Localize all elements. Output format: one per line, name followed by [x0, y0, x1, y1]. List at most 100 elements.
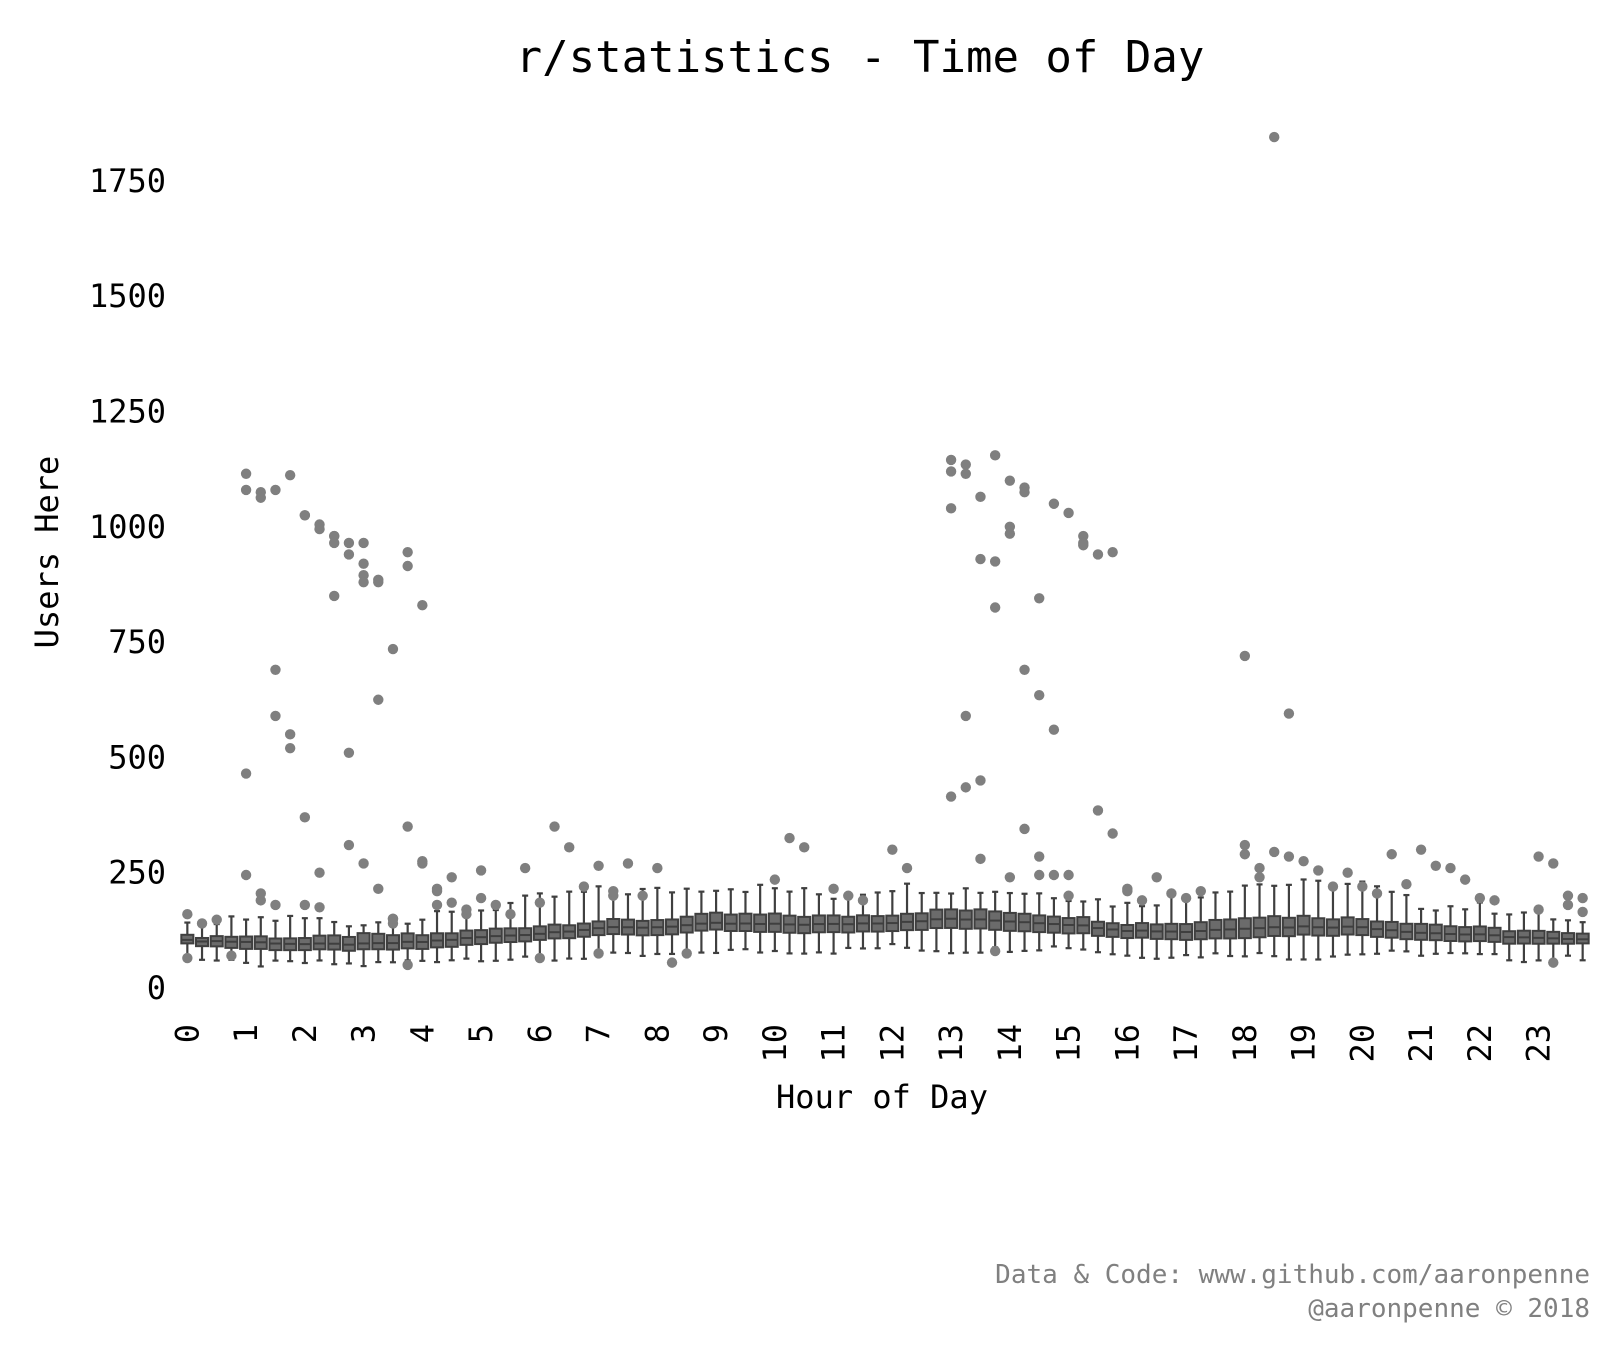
box-mark [1017, 892, 1032, 952]
box-mark [1120, 901, 1135, 957]
box-mark [1002, 891, 1017, 954]
outlier-point [1459, 874, 1471, 885]
outlier-point [182, 952, 193, 964]
y-tick-label: 250 [108, 854, 166, 892]
box-mark [195, 921, 210, 961]
outlier-point [1063, 869, 1074, 881]
box-mark [988, 890, 1003, 949]
outlier-point [1401, 879, 1412, 890]
outlier-point [1019, 487, 1030, 498]
box-mark [371, 921, 386, 964]
y-tick-label: 1000 [89, 508, 166, 546]
box-mark [782, 890, 797, 955]
outlier-point [1254, 862, 1265, 874]
box-body [356, 932, 371, 951]
outlier-point [666, 957, 678, 968]
outlier-point [549, 821, 560, 832]
outlier-point [637, 890, 648, 901]
outlier-point [1180, 892, 1192, 904]
outlier-point [1577, 892, 1588, 904]
box-mark [430, 910, 445, 964]
outlier-point [475, 892, 487, 904]
outlier-point [960, 782, 971, 793]
outlier-point [681, 948, 692, 959]
box-mark [547, 895, 562, 962]
box-mark [1208, 891, 1223, 955]
box-mark [1090, 898, 1105, 954]
outlier-point [299, 812, 311, 823]
box-mark [694, 890, 709, 954]
outlier-point [887, 844, 898, 855]
outlier-point [446, 897, 457, 908]
outlier-point [431, 885, 443, 897]
box-body [767, 912, 782, 933]
outlier-point [475, 865, 487, 876]
x-tick-label: 18 [1226, 1024, 1264, 1063]
x-tick-label: 5 [462, 1024, 500, 1043]
outlier-point [373, 576, 384, 588]
box-mark [1179, 895, 1194, 957]
outlier-point [1283, 851, 1295, 862]
outlier-point [1019, 664, 1030, 675]
box-body [694, 912, 709, 932]
outlier-point [1004, 475, 1016, 486]
outlier-point [373, 694, 384, 705]
box-mark [811, 893, 826, 954]
box-mark [1223, 890, 1238, 958]
outlier-point [1239, 650, 1251, 662]
outlier-point [1386, 849, 1397, 860]
box-mark [283, 914, 298, 963]
outlier-point [1357, 881, 1368, 892]
x-tick-label: 14 [991, 1024, 1029, 1063]
outlier-point [843, 890, 854, 901]
outlier-point [989, 602, 1001, 613]
outlier-point [1533, 851, 1544, 862]
outlier-point [358, 576, 369, 588]
box-mark [1267, 884, 1282, 958]
outlier-point [402, 821, 413, 832]
outlier-point [901, 862, 913, 874]
outlier-point [975, 491, 986, 503]
outlier-point [578, 881, 590, 892]
box-mark [268, 919, 283, 962]
outlier-point [196, 918, 208, 929]
x-tick-label: 15 [1050, 1024, 1088, 1063]
outlier-point [1195, 885, 1206, 897]
box-mark [1472, 901, 1487, 956]
box-mark [1414, 907, 1429, 957]
box-mark [1428, 909, 1443, 955]
outlier-point [1107, 828, 1118, 839]
box-mark [253, 916, 268, 968]
outlier-point [1562, 890, 1574, 901]
outlier-point [505, 909, 516, 920]
box-mark [1281, 883, 1296, 961]
outlier-point [1166, 888, 1177, 899]
y-tick-label: 1750 [89, 162, 166, 200]
box-mark [1355, 880, 1370, 956]
box-mark [209, 922, 224, 962]
outlier-point [1092, 805, 1104, 816]
outlier-point [1430, 860, 1441, 871]
outlier-point [519, 862, 531, 874]
outlier-point [1327, 881, 1339, 892]
outlier-point [799, 842, 810, 853]
x-axis-ticks: 0 1 2 3 4 5 6 7 8 9 10 11 12 13 14 15 16 17 18 19 20 21 22 23 [168, 1024, 1557, 1063]
outlier-point [431, 899, 443, 911]
outlier-point [1239, 849, 1251, 860]
box-mark [855, 893, 870, 950]
outlier-point [314, 867, 325, 878]
box-mark [1076, 900, 1091, 951]
outlier-point [211, 914, 222, 925]
box-body [1267, 915, 1282, 937]
outlier-point [358, 558, 369, 569]
outlier-point [534, 897, 546, 908]
x-tick-label: 6 [521, 1024, 559, 1043]
outlier-point [652, 862, 663, 874]
box-mark [1061, 899, 1076, 950]
box-mark [841, 894, 856, 950]
outlier-point [226, 950, 237, 961]
outlier-point [1283, 708, 1295, 719]
box-mark [1032, 892, 1047, 952]
box-mark [738, 890, 753, 951]
outlier-point [299, 899, 311, 911]
